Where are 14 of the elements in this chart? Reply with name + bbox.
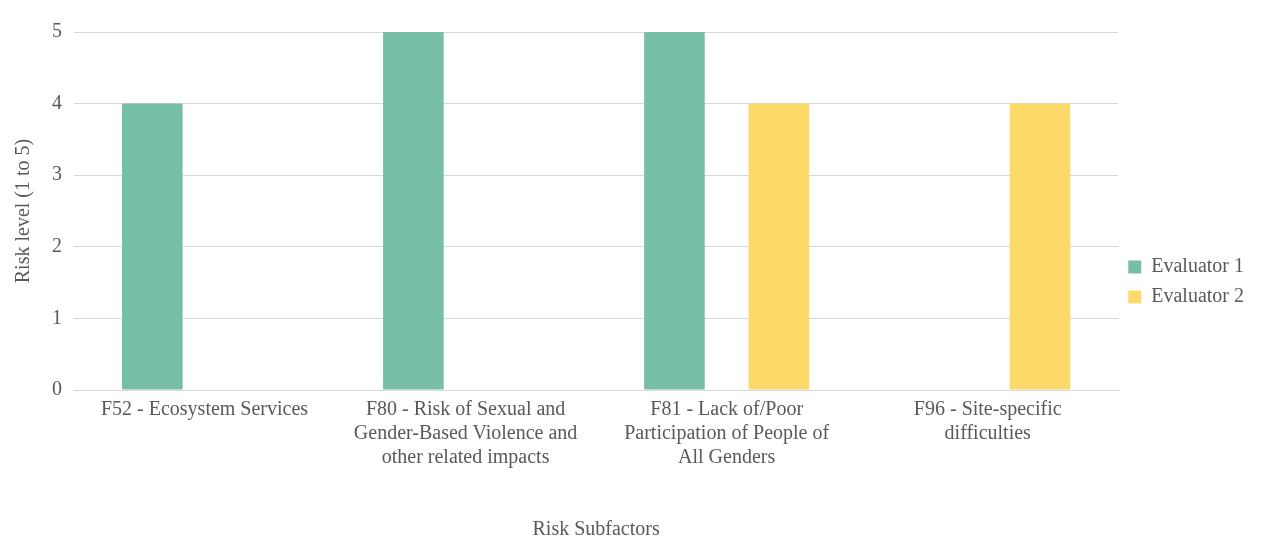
y-tick-label: 0 <box>52 377 62 400</box>
legend-label: Evaluator 1 <box>1151 254 1245 277</box>
x-tick-label: F96 - Site-specific difficulties <box>913 397 1062 444</box>
y-tick-label: 5 <box>52 19 62 42</box>
x-tick-label: F81 - Lack of/Poor Participation of People of All Genders <box>624 397 830 468</box>
x-tick-label: F80 - Risk of Sexual and Gender-Based Violence and other related impacts <box>353 397 578 469</box>
y-tick-label: 4 <box>52 90 62 113</box>
y-tick-label: 2 <box>52 234 62 257</box>
x-axis-title: Risk Subfactors <box>532 517 660 540</box>
legend-label: Evaluator 2 <box>1151 284 1245 307</box>
y-tick-label: 3 <box>52 162 62 185</box>
y-tick-label: 1 <box>52 305 62 328</box>
x-tick-label: F52 - Ecosystem Services <box>100 397 309 421</box>
y-axis-title: Risk level (1 to 5) <box>11 138 35 284</box>
